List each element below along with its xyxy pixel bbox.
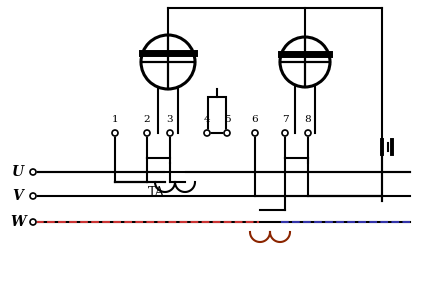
Text: W: W [10, 215, 26, 229]
Circle shape [144, 130, 150, 136]
Circle shape [141, 35, 195, 89]
Circle shape [280, 37, 330, 87]
Bar [208, 97, 226, 133]
Text: 7: 7 [282, 115, 288, 124]
Circle shape [30, 219, 36, 225]
Circle shape [282, 130, 288, 136]
Circle shape [252, 130, 258, 136]
Text: 5: 5 [224, 115, 230, 124]
Circle shape [224, 130, 230, 136]
Circle shape [204, 130, 210, 136]
Circle shape [112, 130, 118, 136]
Circle shape [30, 193, 36, 199]
Text: 8: 8 [305, 115, 311, 124]
Text: 6: 6 [252, 115, 258, 124]
Text: U: U [12, 165, 24, 179]
Text: TA: TA [148, 185, 165, 198]
Circle shape [30, 169, 36, 175]
Text: 1: 1 [112, 115, 118, 124]
Text: 3: 3 [167, 115, 173, 124]
Circle shape [305, 130, 311, 136]
Text: 2: 2 [144, 115, 150, 124]
Text: V: V [13, 189, 24, 203]
Text: 4: 4 [204, 115, 210, 124]
Circle shape [167, 130, 173, 136]
